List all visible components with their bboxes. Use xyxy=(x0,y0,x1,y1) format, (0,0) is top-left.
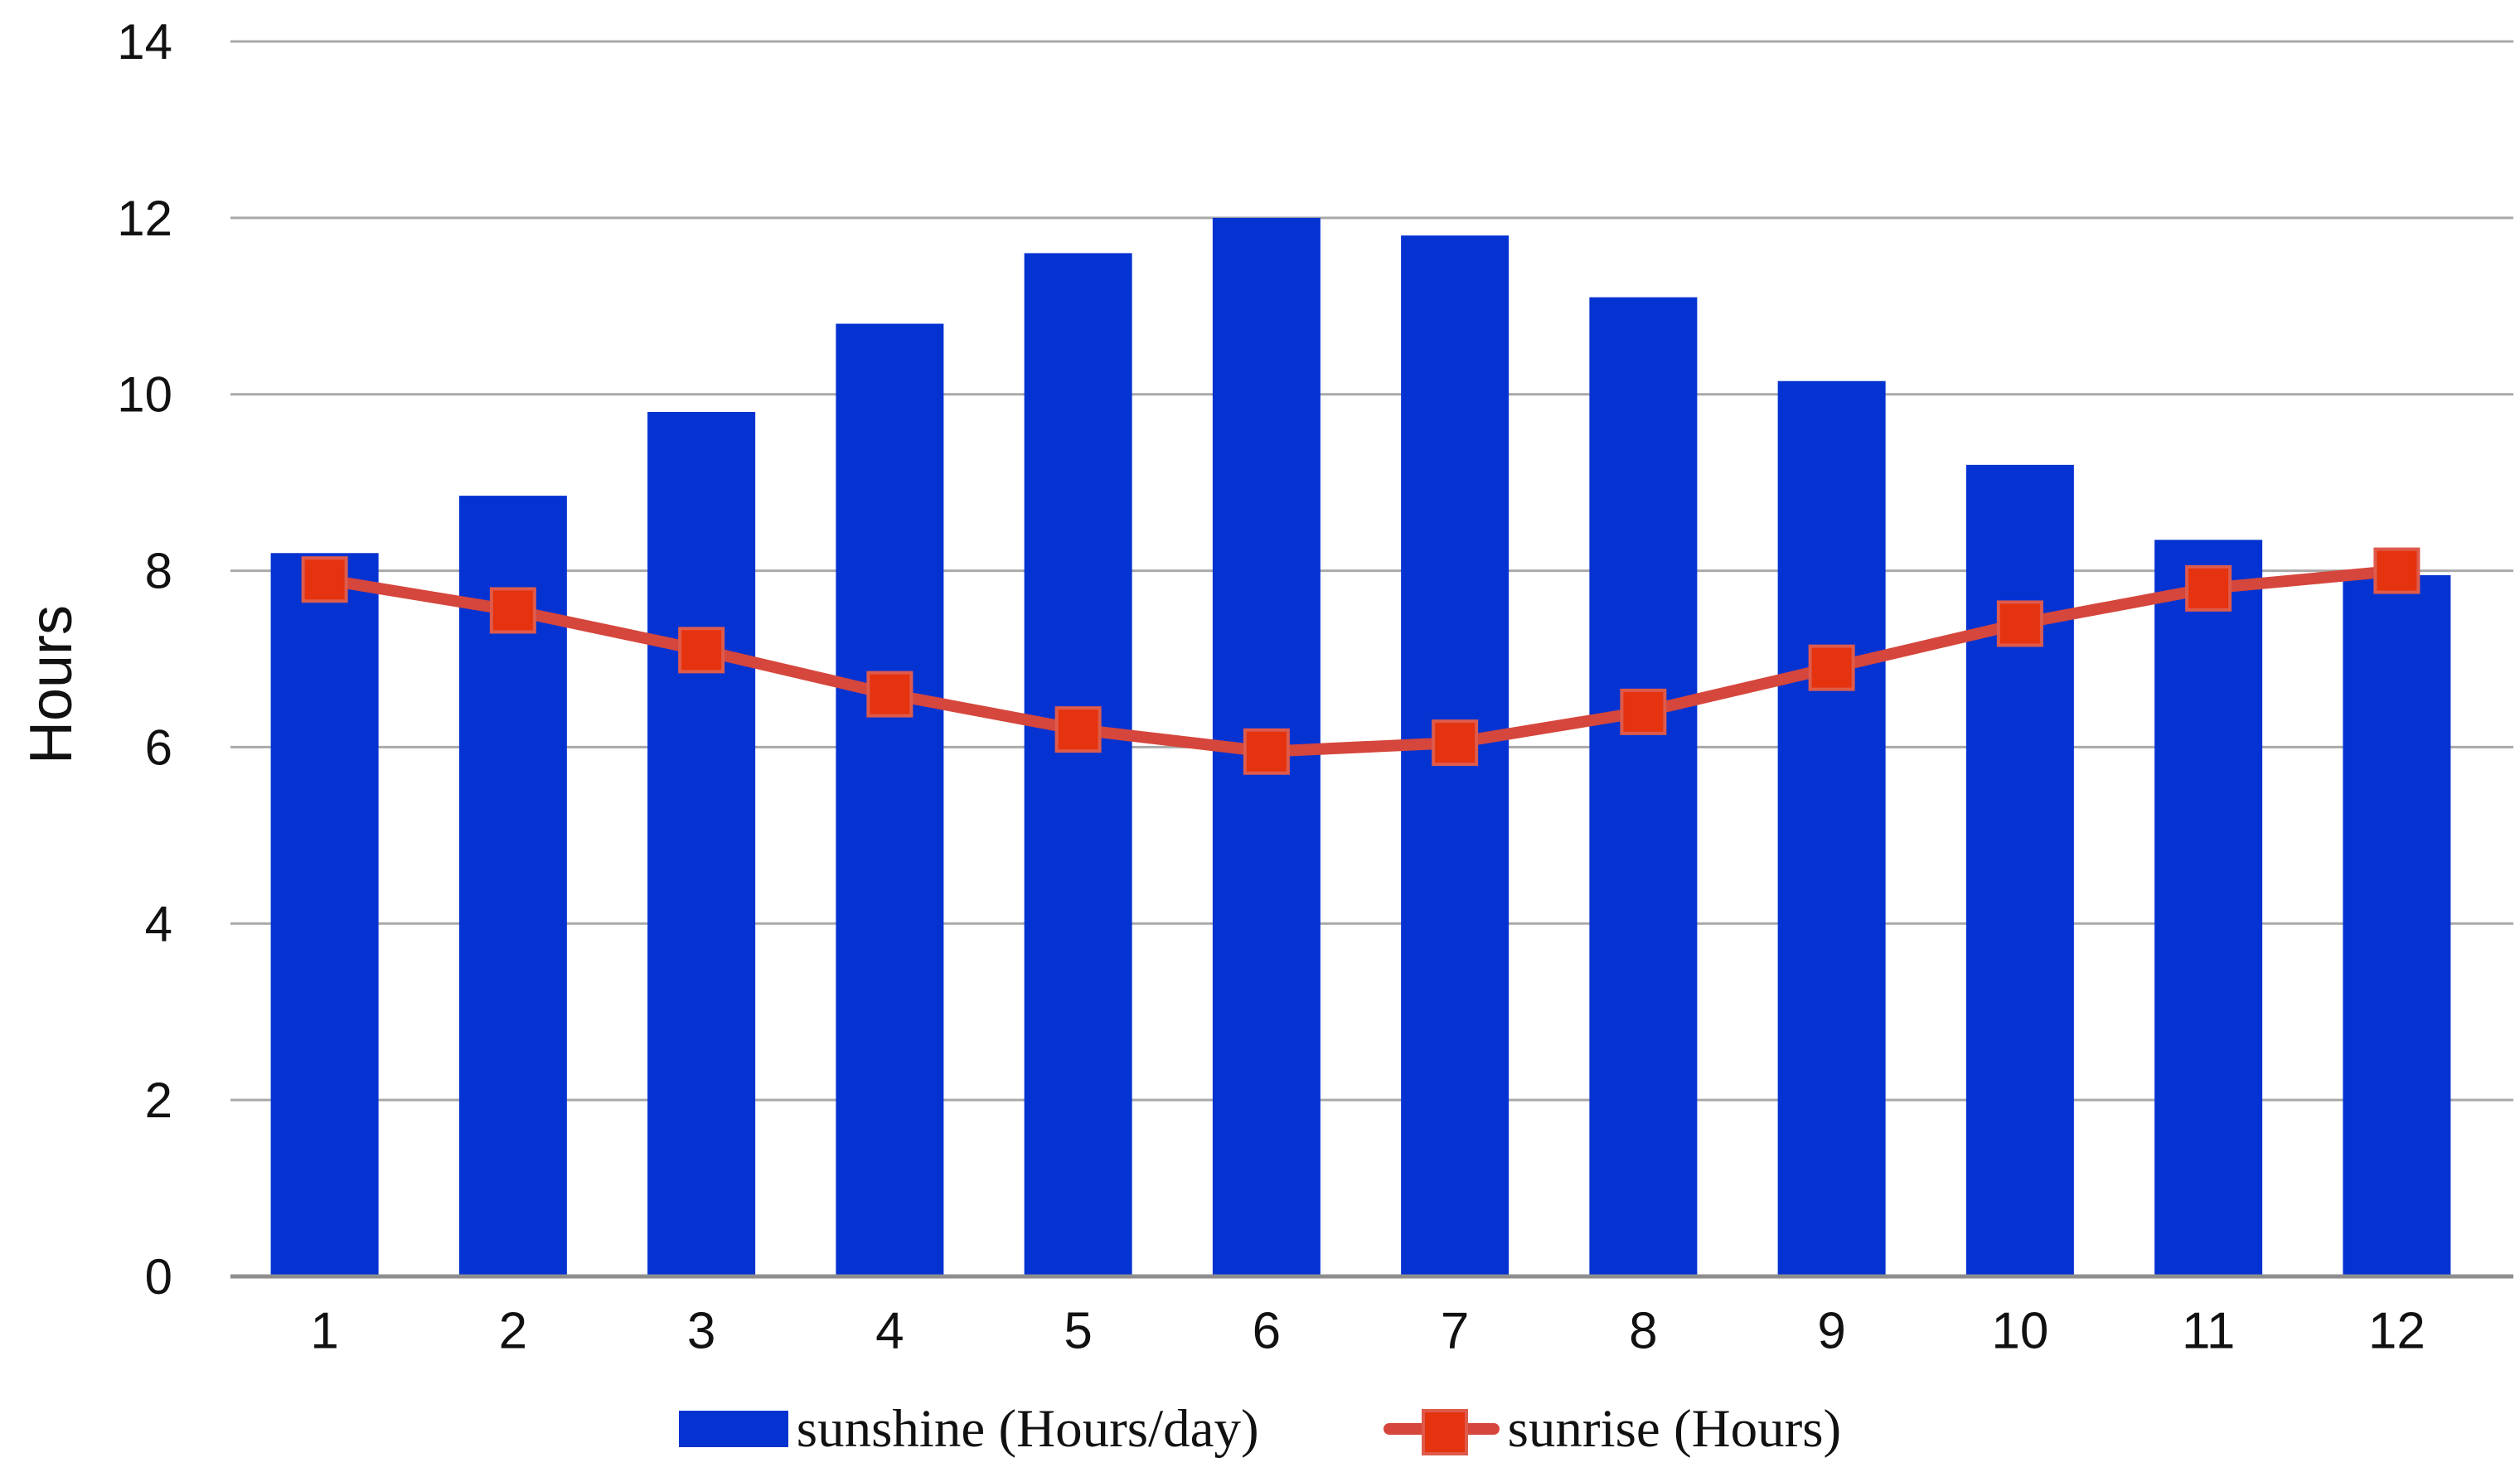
y-axis-title: Hours xyxy=(18,604,85,765)
sunrise-marker xyxy=(489,587,536,634)
legend-square-marker-icon xyxy=(1421,1409,1468,1455)
y-tick-label: 0 xyxy=(145,1249,172,1305)
sunrise-marker xyxy=(1432,719,1479,767)
x-tick-label: 7 xyxy=(1441,1303,1469,1360)
sunshine-bar xyxy=(836,323,944,1277)
sunrise-marker xyxy=(2373,547,2421,594)
sunrise-marker xyxy=(866,671,914,718)
sunrise-marker xyxy=(1808,644,1855,691)
sunshine-bar xyxy=(1589,297,1698,1277)
sunrise-marker xyxy=(1054,706,1102,753)
x-tick-label: 8 xyxy=(1629,1303,1657,1360)
sunrise-marker xyxy=(1996,600,2043,647)
y-tick-label: 4 xyxy=(145,896,172,952)
y-tick-label: 12 xyxy=(117,191,172,246)
y-tick-label: 6 xyxy=(145,719,172,775)
sunshine-bar xyxy=(1777,380,1886,1276)
x-tick-label: 1 xyxy=(310,1303,338,1360)
sunrise-marker xyxy=(2185,564,2232,612)
sunrise-legend-label: sunrise (Hours) xyxy=(1507,1398,1842,1459)
legend: sunshine (Hours/day) sunrise (Hours) xyxy=(0,1389,2520,1469)
x-tick-label: 11 xyxy=(2182,1303,2235,1360)
sunshine-bar xyxy=(270,553,379,1276)
x-tick-label: 9 xyxy=(1817,1303,1845,1360)
sunshine-bar xyxy=(1024,253,1132,1276)
sunshine-legend-label: sunshine (Hours/day) xyxy=(796,1398,1259,1459)
sunshine-bar xyxy=(2154,540,2263,1276)
y-tick-label: 10 xyxy=(117,367,172,423)
sunshine-bar xyxy=(2343,574,2451,1276)
legend-item-sunrise: sunrise (Hours) xyxy=(1383,1398,1842,1460)
sunshine-legend-swatch-icon xyxy=(678,1411,788,1447)
x-tick-label: 12 xyxy=(2368,1303,2426,1360)
sunrise-marker xyxy=(1620,688,1667,735)
sunrise-marker xyxy=(678,627,725,674)
sunrise-marker xyxy=(1243,728,1290,775)
y-tick-label: 14 xyxy=(117,14,172,70)
y-tick-label: 2 xyxy=(145,1073,172,1128)
sunshine-bar xyxy=(1965,464,2074,1276)
y-tick-label: 8 xyxy=(145,544,172,599)
sunrise-marker xyxy=(301,556,348,603)
x-tick-label: 2 xyxy=(499,1303,527,1360)
sunrise-line xyxy=(318,564,2403,758)
x-tick-label: 6 xyxy=(1253,1303,1281,1360)
sunshine-bar xyxy=(647,412,756,1276)
sunrise-legend-marker-icon xyxy=(1383,1406,1500,1455)
x-tick-label: 10 xyxy=(1991,1303,2048,1360)
x-tick-label: 5 xyxy=(1064,1303,1092,1360)
x-tick-label: 3 xyxy=(687,1303,715,1360)
legend-item-sunshine: sunshine (Hours/day) xyxy=(678,1398,1259,1460)
x-tick-label: 4 xyxy=(875,1303,904,1360)
